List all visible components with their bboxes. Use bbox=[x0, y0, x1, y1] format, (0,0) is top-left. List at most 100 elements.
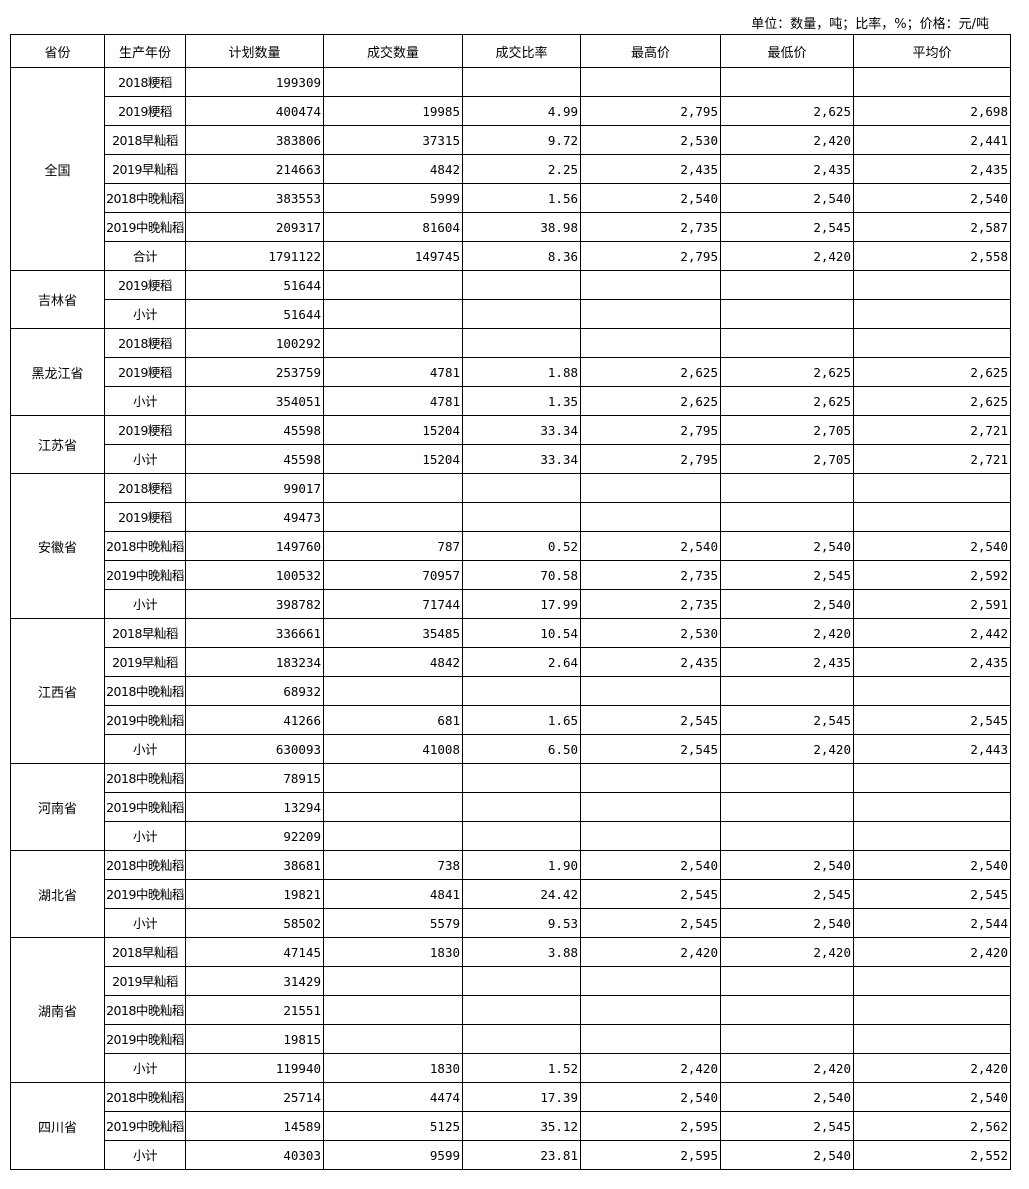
year-type-cell: 2018早籼稻 bbox=[104, 618, 186, 648]
year-type-cell: 2019中晚籼稻 bbox=[104, 212, 186, 242]
max-price-cell: 2,545 bbox=[580, 879, 721, 909]
trade-ratio-cell bbox=[462, 821, 581, 851]
trade-ratio-cell: 33.34 bbox=[462, 444, 581, 474]
planned-qty-cell: 100532 bbox=[185, 560, 324, 590]
year-type-cell: 2019早籼稻 bbox=[104, 966, 186, 996]
traded-qty-cell bbox=[323, 328, 463, 358]
min-price-cell bbox=[720, 67, 854, 97]
header-max-price: 最高价 bbox=[580, 34, 721, 68]
max-price-cell bbox=[580, 995, 721, 1025]
min-price-cell: 2,435 bbox=[720, 154, 854, 184]
min-price-cell: 2,540 bbox=[720, 908, 854, 938]
traded-qty-cell bbox=[323, 67, 463, 97]
min-price-cell: 2,540 bbox=[720, 1082, 854, 1112]
traded-qty-cell bbox=[323, 270, 463, 300]
trade-ratio-cell: 1.90 bbox=[462, 850, 581, 880]
trade-ratio-cell bbox=[462, 473, 581, 503]
trade-ratio-cell: 33.34 bbox=[462, 415, 581, 445]
header-row: 省份 生产年份 计划数量 成交数量 成交比率 最高价 最低价 平均价 bbox=[10, 34, 1011, 68]
planned-qty-cell: 38681 bbox=[185, 850, 324, 880]
table-row: 小计 40303 9599 23.81 2,595 2,540 2,552 bbox=[11, 1140, 1011, 1170]
traded-qty-cell bbox=[323, 502, 463, 532]
avg-price-cell: 2,420 bbox=[853, 937, 1011, 967]
avg-price-cell: 2,420 bbox=[853, 1053, 1011, 1083]
table-row: 2019中晚籼稻 19821 4841 24.42 2,545 2,545 2,545 bbox=[11, 879, 1011, 909]
table-row: 小计 398782 71744 17.99 2,735 2,540 2,591 bbox=[11, 589, 1011, 619]
year-type-cell: 2018中晚籼稻 bbox=[104, 531, 186, 561]
traded-qty-cell: 70957 bbox=[323, 560, 463, 590]
year-type-cell: 2018早籼稻 bbox=[104, 125, 186, 155]
trade-ratio-cell: 8.36 bbox=[462, 241, 581, 271]
province-cell: 四川省 bbox=[10, 1082, 105, 1170]
avg-price-cell: 2,545 bbox=[853, 705, 1011, 735]
avg-price-cell bbox=[853, 67, 1011, 97]
planned-qty-cell: 92209 bbox=[185, 821, 324, 851]
trade-ratio-cell: 3.88 bbox=[462, 937, 581, 967]
planned-qty-cell: 68932 bbox=[185, 676, 324, 706]
traded-qty-cell: 4841 bbox=[323, 879, 463, 909]
year-type-cell: 2018中晚籼稻 bbox=[104, 676, 186, 706]
planned-qty-cell: 41266 bbox=[185, 705, 324, 735]
avg-price-cell: 2,540 bbox=[853, 531, 1011, 561]
avg-price-cell: 2,540 bbox=[853, 850, 1011, 880]
header-trade-ratio: 成交比率 bbox=[462, 34, 581, 68]
planned-qty-cell: 14589 bbox=[185, 1111, 324, 1141]
province-cell: 湖北省 bbox=[10, 850, 105, 938]
table-row: 2018中晚籼稻 149760 787 0.52 2,540 2,540 2,540 bbox=[11, 531, 1011, 561]
trade-ratio-cell: 6.50 bbox=[462, 734, 581, 764]
max-price-cell: 2,735 bbox=[580, 560, 721, 590]
min-price-cell bbox=[720, 328, 854, 358]
traded-qty-cell bbox=[323, 1024, 463, 1054]
avg-price-cell: 2,441 bbox=[853, 125, 1011, 155]
planned-qty-cell: 149760 bbox=[185, 531, 324, 561]
traded-qty-cell: 1830 bbox=[323, 937, 463, 967]
year-type-cell: 2018中晚籼稻 bbox=[104, 995, 186, 1025]
traded-qty-cell: 15204 bbox=[323, 415, 463, 445]
year-type-cell: 2019中晚籼稻 bbox=[104, 792, 186, 822]
year-type-cell: 2019粳稻 bbox=[104, 502, 186, 532]
trade-ratio-cell bbox=[462, 1024, 581, 1054]
avg-price-cell bbox=[853, 328, 1011, 358]
year-type-cell: 2019中晚籼稻 bbox=[104, 560, 186, 590]
avg-price-cell: 2,545 bbox=[853, 879, 1011, 909]
traded-qty-cell: 4474 bbox=[323, 1082, 463, 1112]
min-price-cell: 2,545 bbox=[720, 212, 854, 242]
year-type-cell: 合计 bbox=[104, 241, 186, 271]
table-row: 2019中晚籼稻 19815 bbox=[11, 1024, 1011, 1054]
trade-ratio-cell bbox=[462, 966, 581, 996]
trade-ratio-cell: 1.52 bbox=[462, 1053, 581, 1083]
avg-price-cell: 2,591 bbox=[853, 589, 1011, 619]
header-planned-qty: 计划数量 bbox=[185, 34, 324, 68]
traded-qty-cell: 71744 bbox=[323, 589, 463, 619]
year-type-cell: 小计 bbox=[104, 299, 186, 329]
year-type-cell: 小计 bbox=[104, 589, 186, 619]
traded-qty-cell: 681 bbox=[323, 705, 463, 735]
table-row: 江苏省 2019粳稻 45598 15204 33.34 2,795 2,705 2,721 bbox=[10, 415, 1011, 474]
year-type-cell: 2018中晚籼稻 bbox=[104, 1082, 186, 1112]
max-price-cell: 2,795 bbox=[580, 241, 721, 271]
min-price-cell: 2,705 bbox=[720, 415, 854, 445]
year-type-cell: 2019粳稻 bbox=[104, 415, 186, 445]
min-price-cell bbox=[720, 966, 854, 996]
year-type-cell: 小计 bbox=[104, 1140, 186, 1170]
min-price-cell: 2,420 bbox=[720, 1053, 854, 1083]
avg-price-cell bbox=[853, 792, 1011, 822]
year-type-cell: 2019早籼稻 bbox=[104, 154, 186, 184]
min-price-cell: 2,540 bbox=[720, 183, 854, 213]
planned-qty-cell: 400474 bbox=[185, 96, 324, 126]
trade-ratio-cell: 10.54 bbox=[462, 618, 581, 648]
trade-ratio-cell bbox=[462, 67, 581, 97]
max-price-cell: 2,530 bbox=[580, 125, 721, 155]
traded-qty-cell: 5999 bbox=[323, 183, 463, 213]
table-row: 湖北省 2018中晚籼稻 38681 738 1.90 2,540 2,540 2,540 bbox=[10, 850, 1011, 938]
avg-price-cell bbox=[853, 1024, 1011, 1054]
planned-qty-cell: 19815 bbox=[185, 1024, 324, 1054]
traded-qty-cell bbox=[323, 473, 463, 503]
avg-price-cell bbox=[853, 299, 1011, 329]
traded-qty-cell: 149745 bbox=[323, 241, 463, 271]
max-price-cell bbox=[580, 328, 721, 358]
min-price-cell: 2,545 bbox=[720, 879, 854, 909]
planned-qty-cell: 19821 bbox=[185, 879, 324, 909]
trade-ratio-cell: 1.65 bbox=[462, 705, 581, 735]
min-price-cell bbox=[720, 676, 854, 706]
